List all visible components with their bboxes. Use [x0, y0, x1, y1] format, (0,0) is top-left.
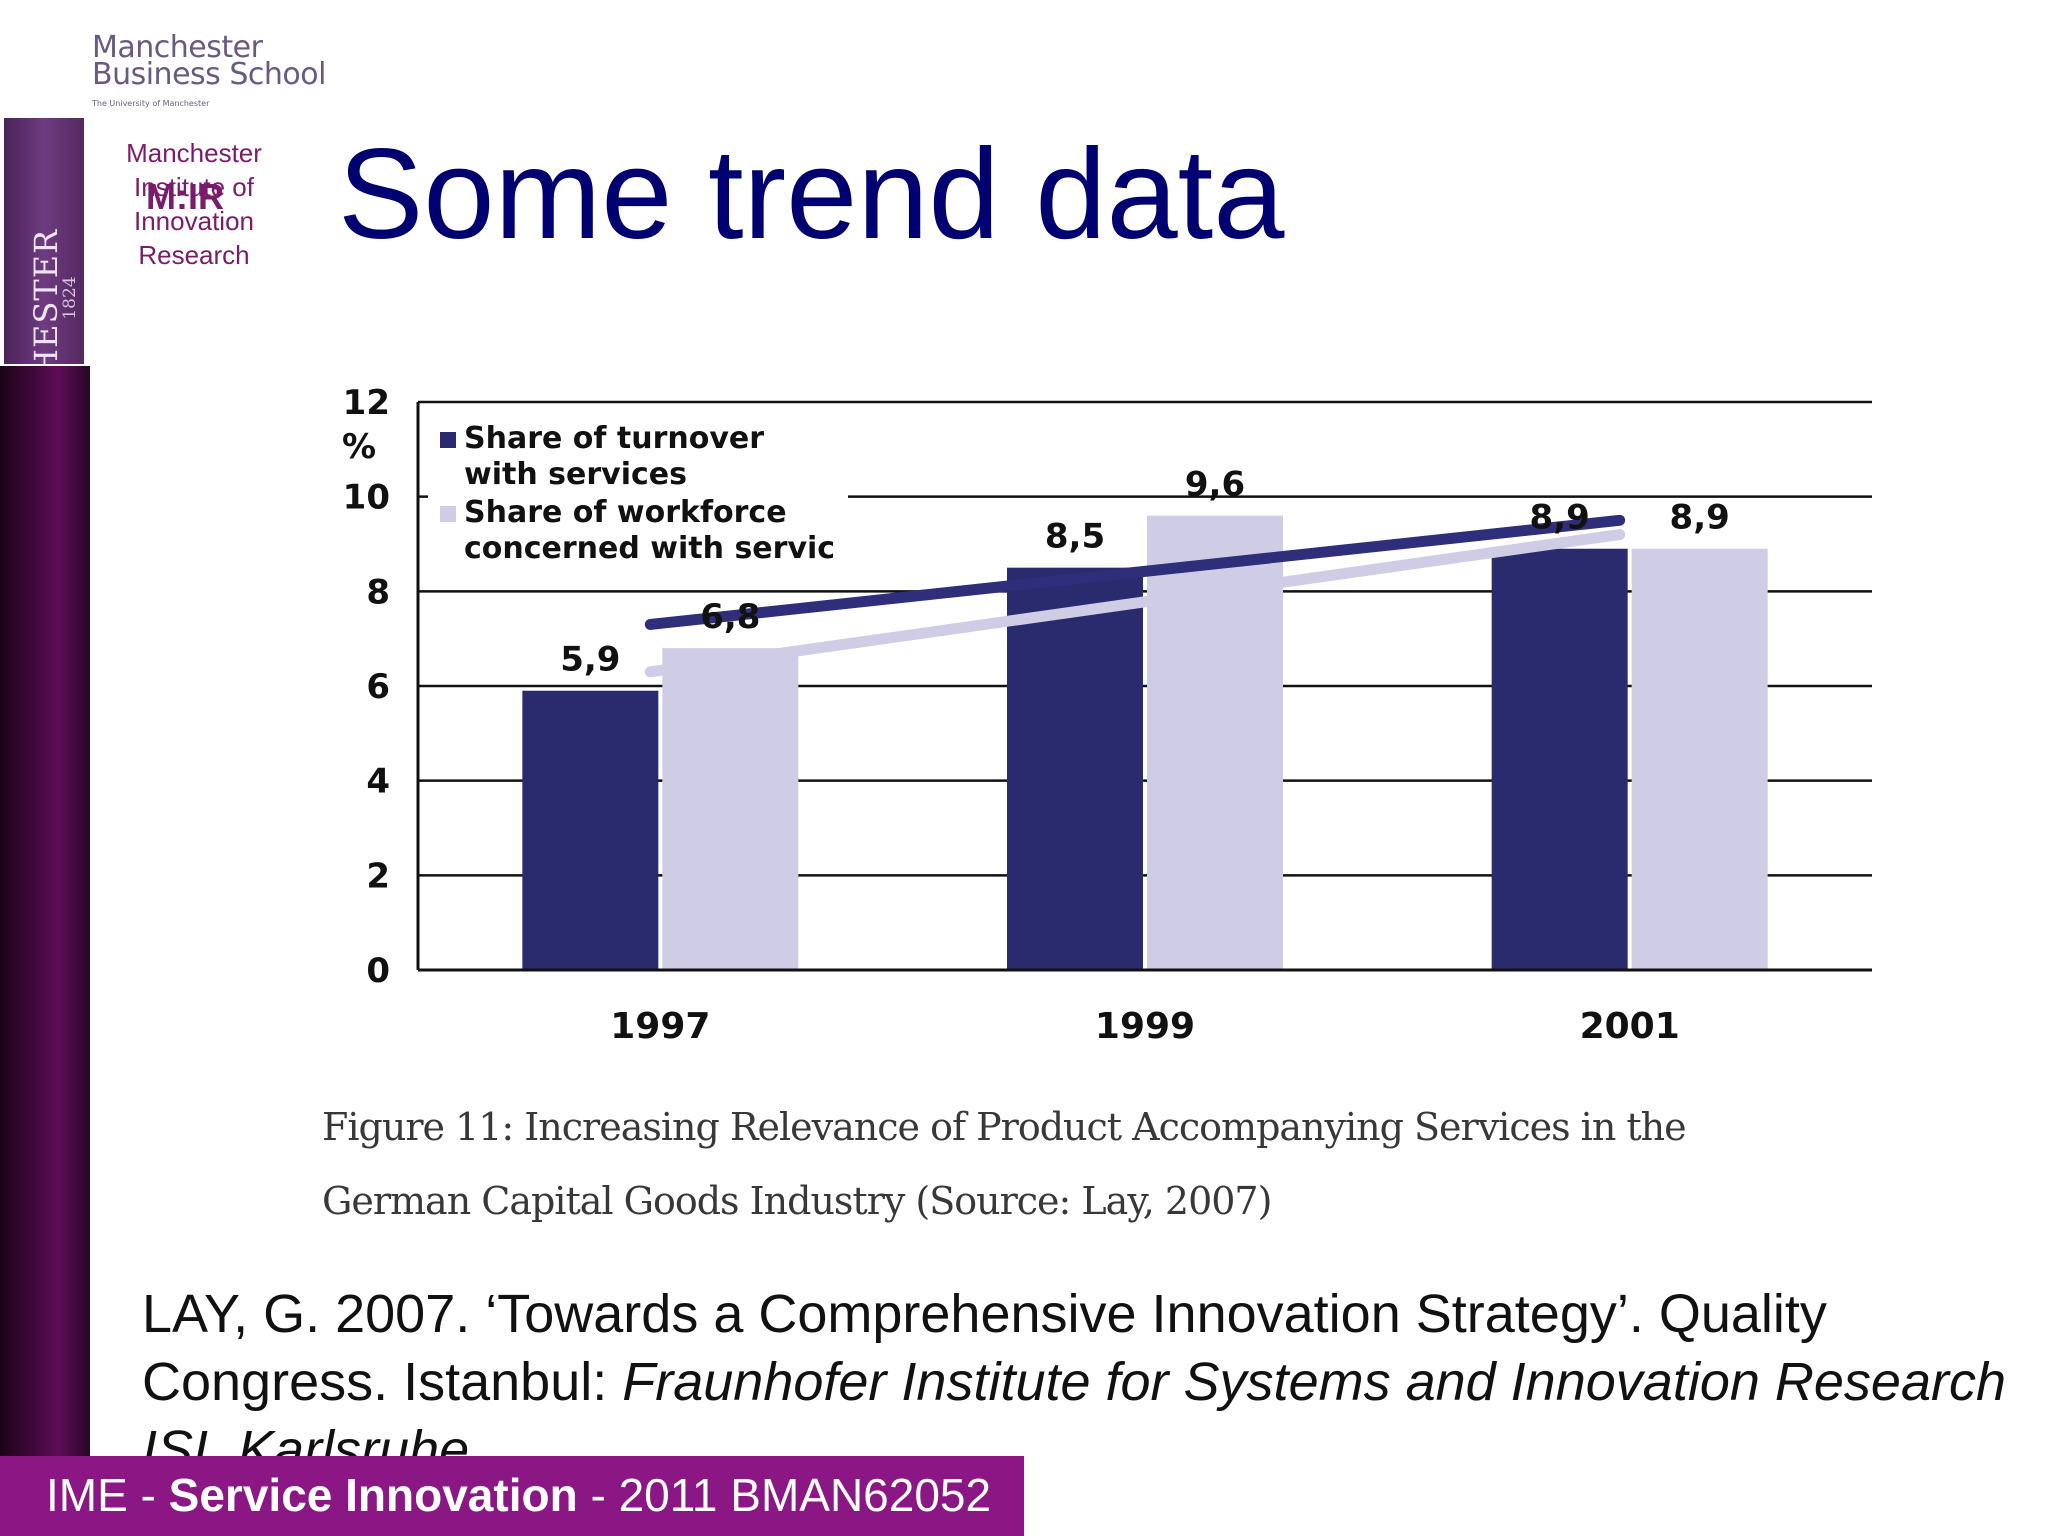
x-tick-label-1999: 1999 [1095, 1006, 1195, 1047]
legend-label-1-line-1: Share of turnover [464, 421, 764, 456]
bar-1999-series-1 [1007, 567, 1143, 970]
reference-citation: LAY, G. 2007. ‘Towards a Comprehensive I… [142, 1280, 2032, 1484]
bar-chart: 0 2 4 6 8 10 12% 5,9 6,8 1997 8,5 9,6 1999 8,9 8,9 2001… [342, 383, 1872, 1047]
institute-name: Manchester Institute of Innovation Resea… [112, 136, 276, 272]
trendline-series-1 [644, 514, 1626, 630]
figure-caption: Figure 11: Increasing Relevance of Produ… [322, 1090, 1842, 1238]
y-tick-label-2: 2 [366, 856, 390, 896]
y-tick-label-6: 6 [366, 667, 390, 707]
caption-line-2: German Capital Goods Industry (Source: L… [322, 1179, 1272, 1223]
y-tick-label-0: 0 [366, 951, 390, 991]
y-axis-label: % [342, 427, 376, 467]
chart-trendlines [644, 514, 1626, 678]
caption-line-1: Figure 11: Increasing Relevance of Produ… [322, 1105, 1687, 1149]
trendline-series-2 [644, 529, 1626, 678]
institute-acronym: M:IR [146, 176, 224, 217]
footer-prefix: IME - [46, 1469, 169, 1521]
chart-text: 0 2 4 6 8 10 12% 5,9 6,8 1997 8,5 9,6 1999 8,9 8,9 2001 [342, 383, 1730, 1047]
data-label-1997-series-1: 5,9 [560, 640, 620, 680]
legend-label-2-line-2: concerned with servic [464, 531, 835, 566]
logo-school-subline: The University of Manchester [92, 99, 210, 108]
x-tick-label-2001: 2001 [1580, 1006, 1680, 1047]
footer-suffix: - 2011 BMAN62052 [577, 1469, 992, 1521]
data-label-1999-series-1: 8,5 [1045, 517, 1105, 557]
legend-label-1-line-2: with services [464, 457, 687, 492]
institute-line3: Innovation [134, 206, 254, 236]
x-tick-label-1997: 1997 [610, 1006, 710, 1047]
institute-line1: Manchester [126, 138, 262, 168]
university-year: 1824 [60, 276, 80, 320]
footer-bar [0, 1456, 1024, 1536]
logo-school-line2: Business School [92, 57, 326, 92]
business-school-logo: Manchester Business School The Universit… [92, 30, 326, 117]
chart-grid [418, 400, 1872, 877]
chart-axes [416, 402, 1872, 972]
legend-label-2-line-1: Share of workforce [464, 495, 787, 530]
legend-swatch-2 [440, 506, 456, 522]
institute-line4: Research [138, 240, 250, 270]
data-label-1999-series-2: 9,6 [1185, 465, 1245, 505]
university-crest: MANCHESTER 1824 [4, 118, 84, 489]
bar-1997-series-1 [522, 690, 659, 970]
footer-text: IME - Service Innovation - 2011 BMAN6205… [46, 1467, 991, 1523]
citation-publisher: Fraunhofer Institute for Systems and Inn… [142, 1352, 2006, 1480]
footer-course: Service Innovation [168, 1469, 578, 1521]
logo-school-line1: Manchester [92, 30, 263, 65]
bar-2001-series-2 [1631, 548, 1768, 970]
page-title: Some trend data [338, 123, 1285, 266]
bar-1997-series-2 [662, 648, 799, 970]
data-label-2001-series-1: 8,9 [1530, 498, 1590, 538]
legend-swatch-1 [440, 432, 456, 448]
institute-line2: Institute of [134, 172, 254, 202]
y-tick-label-4: 4 [366, 762, 390, 802]
left-accent-bar [0, 366, 90, 1466]
data-label-2001-series-2: 8,9 [1670, 498, 1730, 538]
y-tick-label-8: 8 [366, 572, 390, 612]
data-label-1997-series-2: 6,8 [700, 597, 760, 637]
chart-bars [522, 515, 1768, 970]
legend-background [428, 410, 848, 578]
y-tick-label-12: 12 [343, 383, 390, 423]
y-tick-label-10: 10 [343, 478, 390, 518]
bar-2001-series-1 [1491, 548, 1628, 970]
citation-text: LAY, G. 2007. ‘Towards a Comprehensive I… [142, 1284, 1827, 1412]
